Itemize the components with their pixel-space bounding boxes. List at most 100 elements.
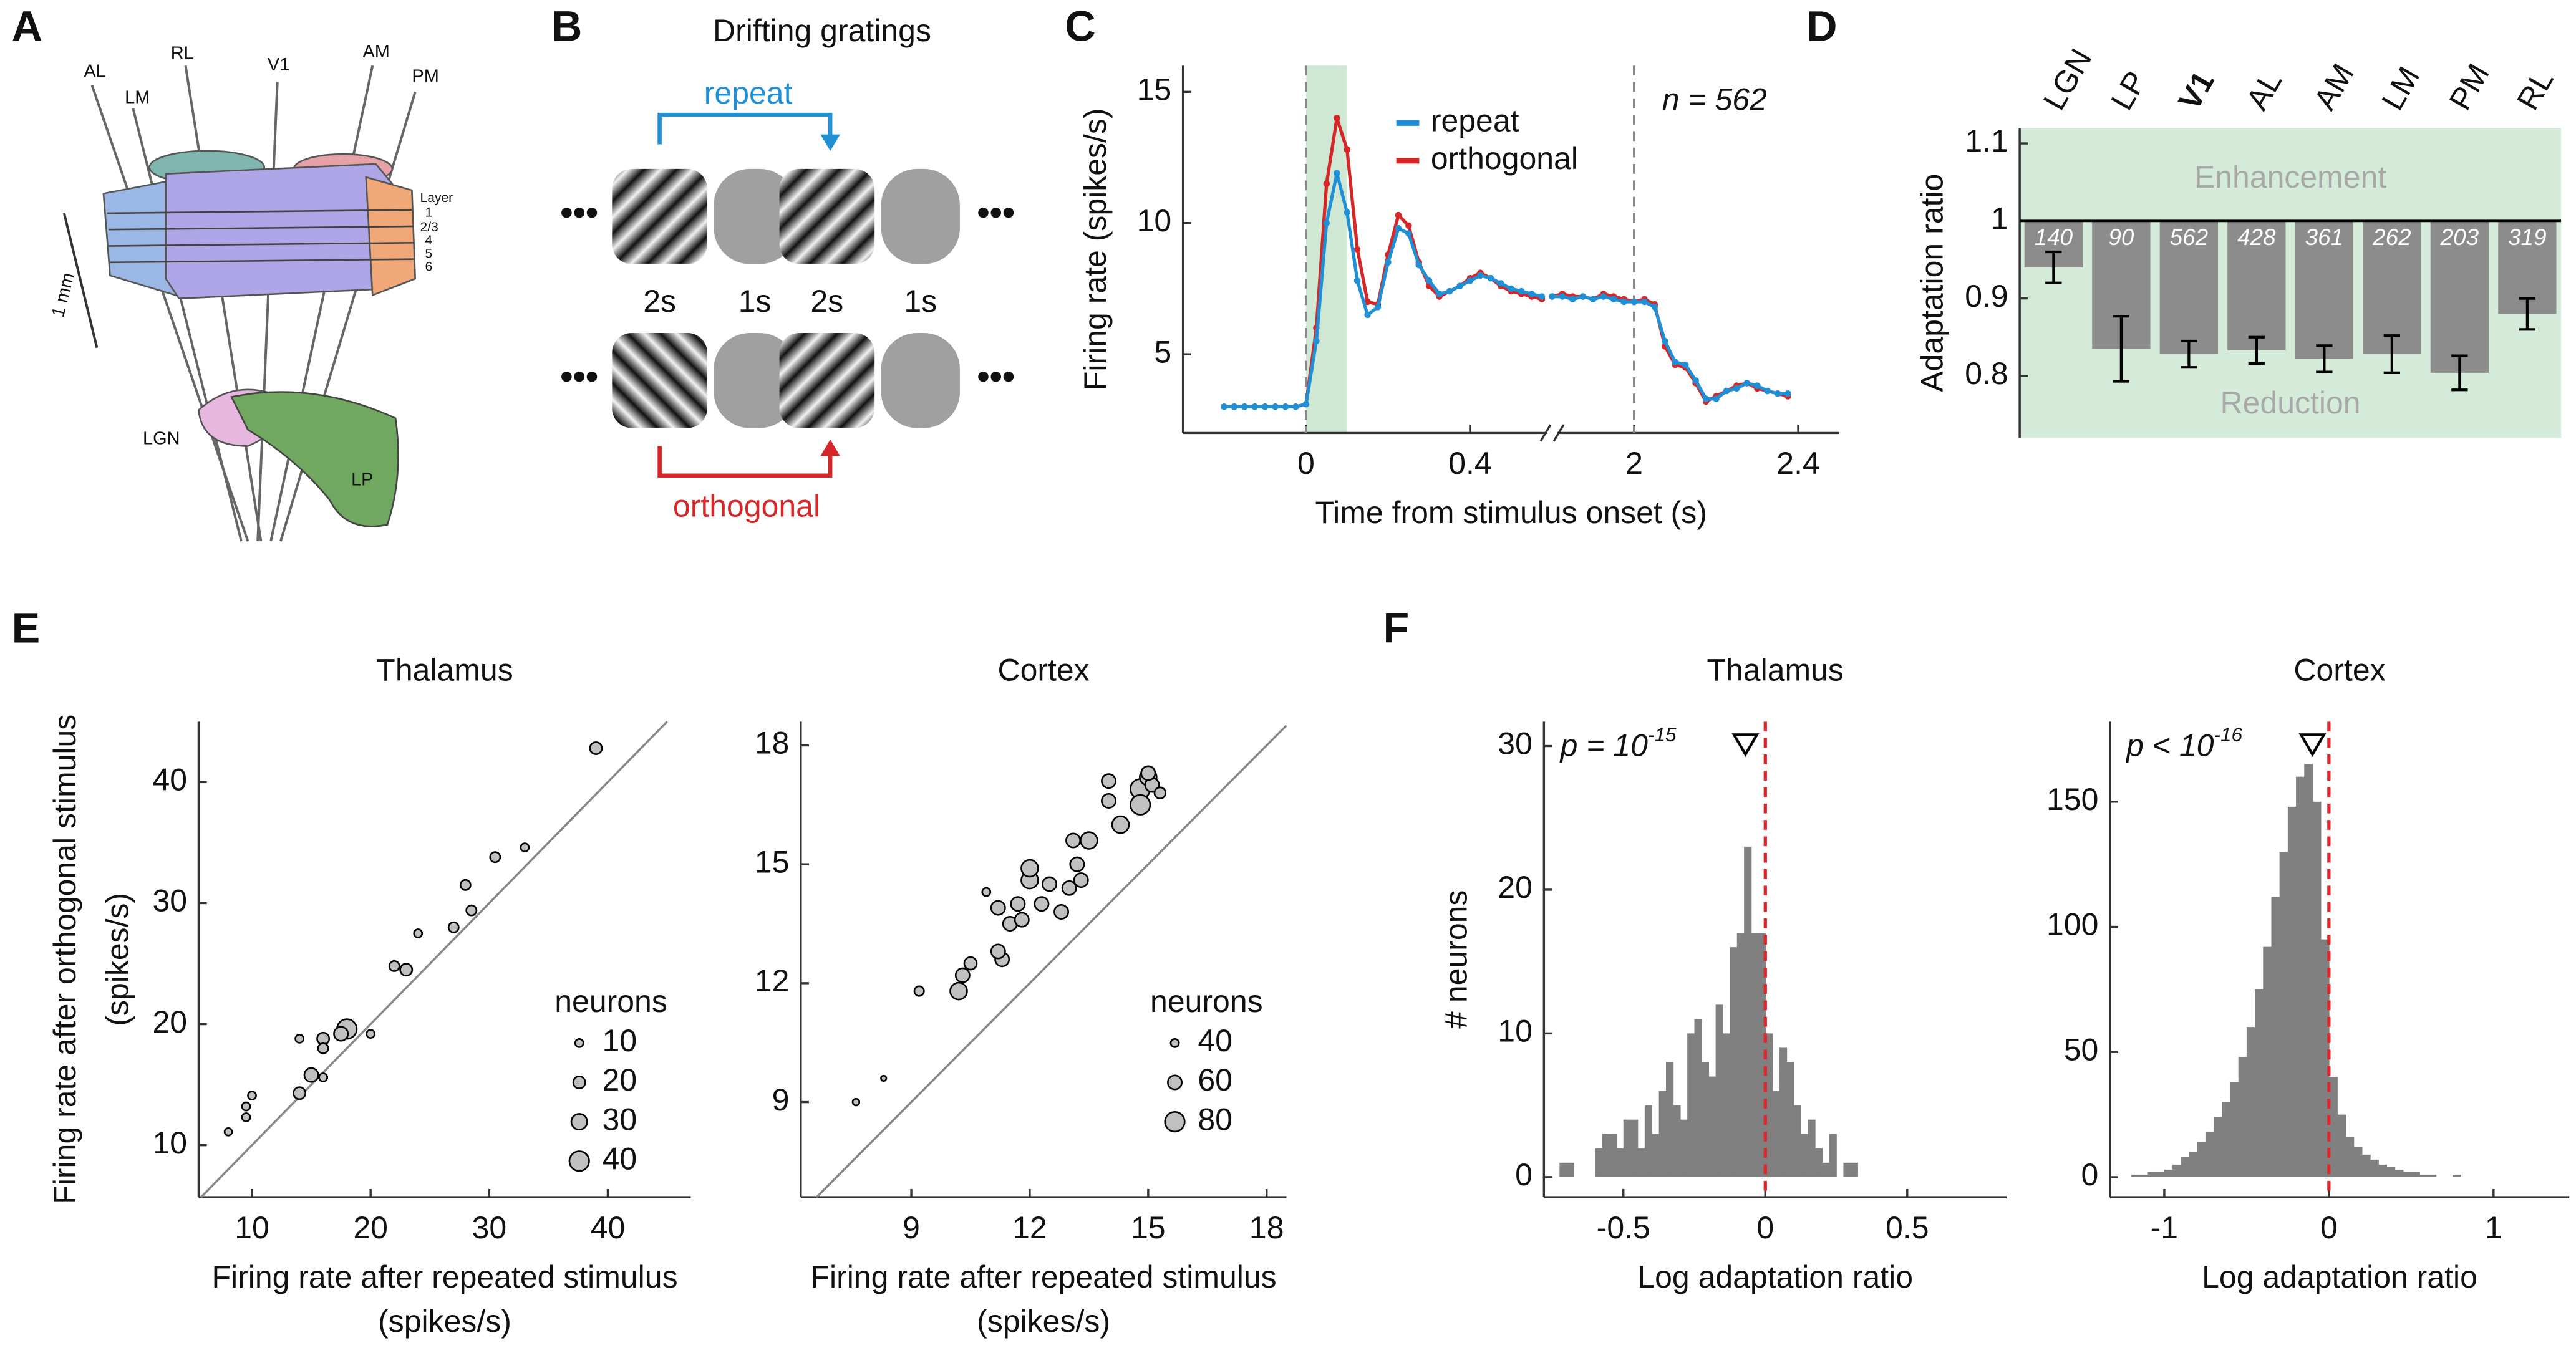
x-axis-label: Firing rate after repeated stimulus [811,1259,1277,1294]
histogram-bar [2230,1082,2239,1178]
histogram-bar [2197,1142,2206,1178]
layer-label: 1 [425,206,432,220]
histogram-bar [1637,1148,1645,1177]
data-point [489,851,501,864]
histogram-bar [1694,1019,1702,1177]
histogram-bar [2296,776,2305,1178]
data-point [1010,896,1026,912]
data-point [1065,832,1082,849]
y-tick-label: 1 [1991,201,2008,236]
duration: 1s [904,284,937,319]
svg-text:•••: ••• [560,357,598,397]
axis-break [1552,424,1565,442]
data-point [1415,261,1423,269]
layer-label: 2/3 [420,220,438,234]
data-point [1101,773,1117,789]
histogram-bar [1808,1119,1816,1177]
diagram-title: Drifting gratings [713,13,931,48]
data-point [1261,403,1269,410]
data-point [1251,403,1258,410]
y-tick-label: 30 [152,884,187,918]
data-point [1080,831,1098,850]
stimulus-diagram: Drifting gratings repeat ••• ••• 2s 1s 2… [560,13,1015,524]
data-point [1014,912,1030,928]
histogram-bar [2361,1154,2371,1178]
data-point [1069,856,1085,872]
histogram-bar [2353,1147,2363,1178]
panel-label: D [1806,2,1837,50]
x-tick-label: -0.5 [1597,1210,1650,1245]
data-point [1589,296,1597,303]
duration: 1s [738,284,772,319]
error-bar [2519,297,2536,331]
count-label: 361 [2305,224,2343,250]
data-point [1641,298,1648,306]
data-point [1620,298,1627,306]
identity-line [815,725,1287,1198]
y-tick-label: 0.8 [1965,356,2008,391]
data-point [1702,395,1710,402]
x-axis-label: Time from stimulus onset (s) [1315,495,1707,530]
data-point [1723,387,1730,395]
histogram-bar [2370,1159,2379,1178]
area-label: AL [84,61,105,81]
histogram-bar [1566,1162,1574,1177]
data-point [1743,380,1751,387]
data-point [1466,277,1474,284]
stimulus-row: ••• ••• [560,168,1015,264]
y-tick-label: 15 [755,844,790,879]
histogram-bar [2255,989,2264,1178]
histogram-bar [2131,1174,2141,1178]
y-axis-label: (spikes/s) [100,893,135,1026]
size-legend-label: 10 [603,1023,637,1058]
histogram-bar [1687,1033,1695,1177]
x-tick-label: 0 [2320,1210,2338,1245]
histogram-bar [2428,1174,2437,1178]
histogram-bar [1630,1119,1639,1177]
area-label: RL [171,43,194,63]
svg-text:•••: ••• [560,193,598,233]
histogram-bar [2222,1102,2231,1178]
error-bar [2451,354,2468,392]
data-point [1353,246,1361,253]
histogram-bar [2189,1152,2198,1178]
panel-label: A [12,2,42,50]
histogram-bar [1680,1119,1688,1177]
data-point [1395,224,1402,232]
y-tick-label: 40 [152,763,187,797]
histogram-bar [1751,933,1759,1177]
data-point [963,956,978,971]
histogram-bar [2172,1164,2182,1178]
duration: 2s [810,284,843,319]
identity-line [200,721,668,1198]
panel-label: F [1383,605,1410,652]
highlight-band [1305,65,1347,433]
data-point [1221,403,1227,410]
data-point [1784,390,1791,397]
scale-label: 1 mm [48,271,79,319]
size-legend-title: neurons [554,984,667,1019]
error-bar [2045,250,2062,284]
data-point [318,1072,329,1082]
data-point [1405,222,1412,229]
data-point [1764,387,1771,395]
histogram-bar [2238,1057,2247,1178]
data-point [954,967,971,983]
data-point [1101,792,1117,809]
bar [2363,221,2421,355]
x-axis-label: (spikes/s) [378,1304,511,1339]
data-point [1042,876,1058,892]
size-legend-marker [568,1150,590,1172]
histogram-bar [1850,1162,1858,1177]
data-point [465,904,478,917]
category-label: AM [2307,58,2361,116]
histogram-bar [1652,1134,1660,1177]
data-point [1323,180,1330,187]
bar [2159,221,2219,355]
histogram-bar [1793,1105,1801,1177]
data-point [1034,896,1050,912]
histogram-bar [2403,1172,2412,1178]
data-point [1713,395,1720,402]
x-tick-label: 30 [472,1210,507,1245]
